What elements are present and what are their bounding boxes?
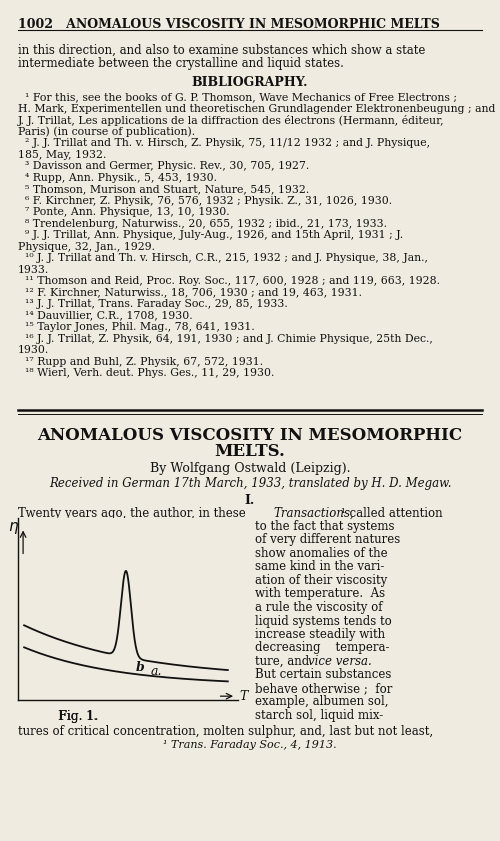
Text: J. J. Trillat, Les applications de la diffraction des électrons (Hermann, éditeu: J. J. Trillat, Les applications de la di… bbox=[18, 115, 444, 126]
Text: vice versa.: vice versa. bbox=[308, 655, 372, 668]
Text: BIBLIOGRAPHY.: BIBLIOGRAPHY. bbox=[192, 76, 308, 89]
Text: to the fact that systems: to the fact that systems bbox=[255, 520, 394, 533]
Text: increase steadily with: increase steadily with bbox=[255, 628, 385, 641]
Text: tures of critical concentration, molten sulphur, and, last but not least,: tures of critical concentration, molten … bbox=[18, 724, 433, 738]
Text: ¹⁴ Dauvillier, C.R., 1708, 1930.: ¹⁴ Dauvillier, C.R., 1708, 1930. bbox=[18, 310, 193, 320]
Text: ⁶ F. Kirchner, Z. Physik, 76, 576, 1932 ; Physik. Z., 31, 1026, 1930.: ⁶ F. Kirchner, Z. Physik, 76, 576, 1932 … bbox=[18, 195, 392, 205]
Text: Fig. 1.: Fig. 1. bbox=[58, 710, 98, 723]
Text: decreasing    tempera-: decreasing tempera- bbox=[255, 642, 390, 654]
Text: b: b bbox=[136, 661, 145, 674]
Text: 185, May, 1932.: 185, May, 1932. bbox=[18, 150, 106, 160]
Text: ⁹ J. J. Trillat, Ann. Physique, July-Aug., 1926, and 15th April, 1931 ; J.: ⁹ J. J. Trillat, Ann. Physique, July-Aug… bbox=[18, 230, 403, 240]
Text: intermediate between the crystalline and liquid states.: intermediate between the crystalline and… bbox=[18, 57, 344, 70]
Text: ¹³ J. J. Trillat, Trans. Faraday Soc., 29, 85, 1933.: ¹³ J. J. Trillat, Trans. Faraday Soc., 2… bbox=[18, 299, 288, 309]
Text: 1930.: 1930. bbox=[18, 345, 49, 355]
Text: ¹ Trans. Faraday Soc., 4, 1913.: ¹ Trans. Faraday Soc., 4, 1913. bbox=[163, 740, 337, 750]
Text: of very different natures: of very different natures bbox=[255, 533, 400, 547]
Text: ⁸ Trendelenburg, Naturwiss., 20, 655, 1932 ; ibid., 21, 173, 1933.: ⁸ Trendelenburg, Naturwiss., 20, 655, 19… bbox=[18, 219, 387, 229]
Text: ³ Davisson and Germer, Physic. Rev., 30, 705, 1927.: ³ Davisson and Germer, Physic. Rev., 30,… bbox=[18, 161, 309, 171]
Text: But certain substances: But certain substances bbox=[255, 669, 392, 681]
Text: in this direction, and also to examine substances which show a state: in this direction, and also to examine s… bbox=[18, 44, 426, 57]
Text: ¹⁰ J. J. Trillat and Th. v. Hirsch, C.R., 215, 1932 ; and J. Physique, 38, Jan.,: ¹⁰ J. J. Trillat and Th. v. Hirsch, C.R.… bbox=[18, 253, 428, 263]
Text: I.: I. bbox=[245, 494, 255, 507]
Text: Transactions,: Transactions, bbox=[273, 507, 354, 520]
Text: with temperature.  As: with temperature. As bbox=[255, 588, 385, 600]
Text: ¹¹ Thomson and Reid, Proc. Roy. Soc., 117, 600, 1928 ; and 119, 663, 1928.: ¹¹ Thomson and Reid, Proc. Roy. Soc., 11… bbox=[18, 276, 440, 286]
Text: Twenty years ago, the author, in these: Twenty years ago, the author, in these bbox=[18, 507, 250, 520]
Text: ation of their viscosity: ation of their viscosity bbox=[255, 574, 387, 587]
Text: ANOMALOUS VISCOSITY IN MESOMORPHIC: ANOMALOUS VISCOSITY IN MESOMORPHIC bbox=[38, 427, 463, 444]
Text: liquid systems tends to: liquid systems tends to bbox=[255, 615, 392, 627]
Text: ¹⁵ Taylor Jones, Phil. Mag., 78, 641, 1931.: ¹⁵ Taylor Jones, Phil. Mag., 78, 641, 19… bbox=[18, 322, 255, 332]
Text: starch sol, liquid mix-: starch sol, liquid mix- bbox=[255, 709, 384, 722]
Text: same kind in the vari-: same kind in the vari- bbox=[255, 560, 384, 574]
Text: Physique, 32, Jan., 1929.: Physique, 32, Jan., 1929. bbox=[18, 241, 155, 251]
Text: ¹⁸ Wierl, Verh. deut. Phys. Ges., 11, 29, 1930.: ¹⁸ Wierl, Verh. deut. Phys. Ges., 11, 29… bbox=[18, 368, 274, 378]
Text: H. Mark, Experimentellen und theoretischen Grundlagender Elektronenbeugung ; and: H. Mark, Experimentellen und theoretisch… bbox=[18, 103, 496, 114]
Text: Received in German 17th March, 1933, translated by H. D. Megaw.: Received in German 17th March, 1933, tra… bbox=[49, 477, 451, 490]
Text: a.: a. bbox=[150, 665, 162, 678]
Text: example, albumen sol,: example, albumen sol, bbox=[255, 696, 388, 708]
Text: ¹² F. Kirchner, Naturwiss., 18, 706, 1930 ; and 19, 463, 1931.: ¹² F. Kirchner, Naturwiss., 18, 706, 193… bbox=[18, 288, 362, 298]
Text: By Wolfgang Ostwald (Leipzig).: By Wolfgang Ostwald (Leipzig). bbox=[150, 462, 350, 475]
Text: ⁴ Rupp, Ann. Physik., 5, 453, 1930.: ⁴ Rupp, Ann. Physik., 5, 453, 1930. bbox=[18, 172, 217, 182]
Text: ¹⁷ Rupp and Buhl, Z. Physik, 67, 572, 1931.: ¹⁷ Rupp and Buhl, Z. Physik, 67, 572, 19… bbox=[18, 357, 263, 367]
Text: 1002   ANOMALOUS VISCOSITY IN MESOMORPHIC MELTS: 1002 ANOMALOUS VISCOSITY IN MESOMORPHIC … bbox=[18, 18, 440, 31]
Text: Fig. 1.: Fig. 1. bbox=[59, 710, 97, 723]
Text: show anomalies of the: show anomalies of the bbox=[255, 547, 388, 560]
Text: ⁷ Ponte, Ann. Physique, 13, 10, 1930.: ⁷ Ponte, Ann. Physique, 13, 10, 1930. bbox=[18, 207, 230, 217]
Text: ¹⁶ J. J. Trillat, Z. Physik, 64, 191, 1930 ; and J. Chimie Physique, 25th Dec.,: ¹⁶ J. J. Trillat, Z. Physik, 64, 191, 19… bbox=[18, 334, 433, 343]
Text: MELTS.: MELTS. bbox=[214, 443, 286, 460]
Text: behave otherwise ;  for: behave otherwise ; for bbox=[255, 682, 392, 695]
Text: ⁵ Thomson, Murison and Stuart, Nature, 545, 1932.: ⁵ Thomson, Murison and Stuart, Nature, 5… bbox=[18, 184, 309, 194]
Text: ¹ called attention: ¹ called attention bbox=[341, 507, 442, 520]
Text: $\eta$: $\eta$ bbox=[8, 520, 19, 536]
Text: ture, and: ture, and bbox=[255, 655, 313, 668]
Text: a rule the viscosity of: a rule the viscosity of bbox=[255, 601, 382, 614]
Text: T: T bbox=[239, 690, 248, 703]
Text: ² J. J. Trillat and Th. v. Hirsch, Z. Physik, 75, 11/12 1932 ; and J. Physique,: ² J. J. Trillat and Th. v. Hirsch, Z. Ph… bbox=[18, 138, 430, 148]
Text: 1933.: 1933. bbox=[18, 265, 49, 274]
Text: ¹ For this, see the books of G. P. Thomson, Wave Mechanics of Free Electrons ;: ¹ For this, see the books of G. P. Thoms… bbox=[18, 92, 457, 102]
Text: Paris) (in course of publication).: Paris) (in course of publication). bbox=[18, 126, 195, 137]
